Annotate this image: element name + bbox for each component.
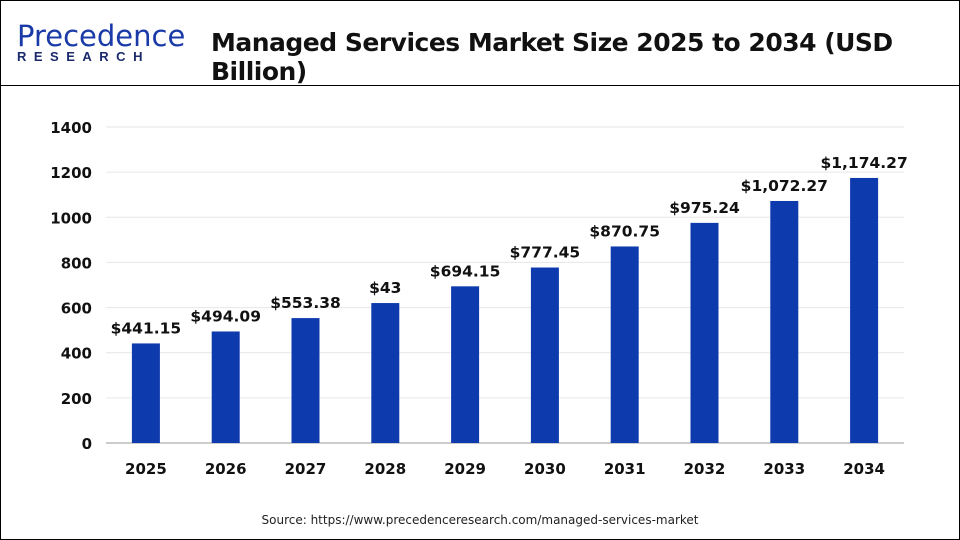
bar xyxy=(371,303,400,443)
chart-title: Managed Services Market Size 2025 to 203… xyxy=(211,28,893,86)
data-label: $43 xyxy=(369,279,401,297)
y-tick-label: 200 xyxy=(61,390,92,408)
y-tick-label: 400 xyxy=(61,345,92,363)
x-tick-label: 2031 xyxy=(604,460,646,478)
data-label: $870.75 xyxy=(589,222,660,240)
y-tick-label: 1000 xyxy=(50,209,92,227)
data-label: $694.15 xyxy=(430,262,501,280)
bar xyxy=(610,246,639,443)
bar xyxy=(131,343,160,443)
x-tick-label: 2025 xyxy=(125,460,167,478)
y-tick-label: 0 xyxy=(82,435,92,453)
bar xyxy=(690,222,719,443)
bar-chart: 0 200 400 600 800 1000 1200 1400 $441.15 2025 $494… xyxy=(50,119,907,478)
x-tick-label: 2033 xyxy=(763,460,805,478)
data-label: $777.45 xyxy=(510,244,581,262)
y-tick-label: 600 xyxy=(61,300,92,318)
data-label: $975.24 xyxy=(669,199,740,217)
header: Precedence RESEARCH Managed Services Mar… xyxy=(1,1,959,86)
x-tick-label: 2029 xyxy=(444,460,486,478)
bar xyxy=(291,318,320,443)
y-tick-label: 1400 xyxy=(50,119,92,137)
source-note: Source: https://www.precedenceresearch.c… xyxy=(261,513,699,527)
data-label: $553.38 xyxy=(270,294,341,312)
data-label: $494.09 xyxy=(190,307,261,325)
x-tick-label: 2028 xyxy=(364,460,406,478)
bar xyxy=(211,331,240,443)
bar xyxy=(850,177,879,443)
data-label: $1,072.27 xyxy=(741,177,828,195)
data-label: $441.15 xyxy=(111,319,182,337)
bar xyxy=(770,200,799,443)
bar xyxy=(530,267,559,443)
x-tick-label: 2034 xyxy=(843,460,885,478)
y-tick-label: 800 xyxy=(61,254,92,272)
bar xyxy=(451,286,480,443)
y-tick-label: 1200 xyxy=(50,164,92,182)
data-label: $1,174.27 xyxy=(820,154,907,172)
x-tick-label: 2026 xyxy=(205,460,247,478)
x-tick-label: 2027 xyxy=(285,460,327,478)
precedence-research-logo: Precedence RESEARCH xyxy=(17,19,186,64)
x-tick-label: 2030 xyxy=(524,460,566,478)
x-tick-label: 2032 xyxy=(684,460,726,478)
